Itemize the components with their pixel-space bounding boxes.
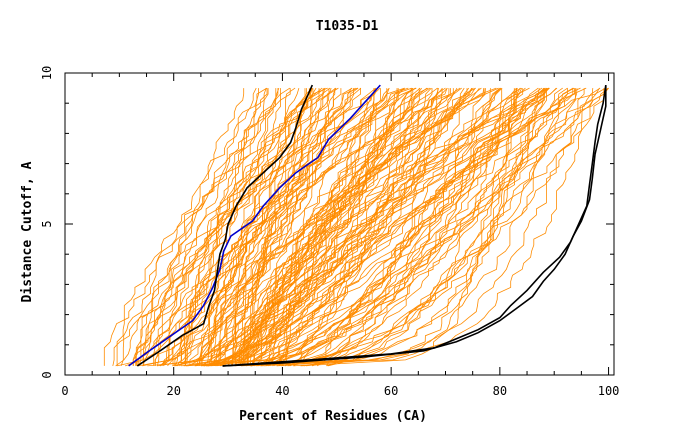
model-curve bbox=[112, 87, 313, 366]
model-curve bbox=[116, 87, 339, 366]
model-curve bbox=[276, 88, 503, 367]
x-axis: 0 20 40 60 80 100 bbox=[61, 73, 619, 398]
x-tick-label: 0 bbox=[61, 384, 68, 398]
model-curve bbox=[240, 87, 431, 366]
model-curve bbox=[316, 87, 550, 367]
model-curve bbox=[290, 87, 609, 367]
model-curve bbox=[135, 88, 291, 366]
model-curve bbox=[224, 88, 485, 366]
x-tick-label: 40 bbox=[275, 384, 289, 398]
model-curve bbox=[279, 87, 587, 366]
model-curve bbox=[208, 88, 310, 366]
model-curve bbox=[251, 88, 420, 367]
y-tick-label: 0 bbox=[40, 371, 54, 378]
model-curve bbox=[132, 87, 267, 366]
model-curve bbox=[253, 87, 476, 366]
model-curve bbox=[142, 88, 268, 367]
model-curve bbox=[186, 87, 523, 367]
model-curve bbox=[199, 87, 405, 366]
model-curve bbox=[206, 88, 594, 367]
model-curve bbox=[196, 87, 546, 366]
model-curve bbox=[241, 87, 548, 367]
x-tick-label: 80 bbox=[493, 384, 507, 398]
model-curve bbox=[201, 87, 381, 367]
model-curve bbox=[153, 88, 245, 366]
y-tick-label: 10 bbox=[40, 66, 54, 80]
x-tick-label: 20 bbox=[166, 384, 180, 398]
series-line-1 bbox=[128, 84, 381, 367]
chart-title: T1035-D1 bbox=[316, 19, 379, 34]
model-curve bbox=[175, 87, 300, 367]
y-tick-label: 5 bbox=[40, 220, 54, 227]
model-curve bbox=[159, 88, 362, 367]
model-curve bbox=[225, 88, 585, 367]
model-curve bbox=[232, 87, 606, 366]
model-curve bbox=[278, 87, 574, 367]
model-curve bbox=[185, 88, 330, 366]
model-curve bbox=[293, 87, 518, 367]
model-curve bbox=[220, 88, 575, 367]
model-curve bbox=[115, 87, 257, 367]
model-curve bbox=[266, 87, 446, 367]
y-axis-label: Distance Cutoff, A bbox=[20, 161, 35, 302]
model-curve bbox=[266, 87, 465, 367]
model-curve bbox=[154, 87, 438, 366]
background-curves bbox=[103, 87, 609, 367]
model-curve bbox=[242, 87, 458, 366]
model-curve bbox=[264, 88, 605, 367]
model-curve bbox=[174, 87, 417, 366]
model-curve bbox=[267, 87, 462, 367]
model-curve bbox=[239, 87, 543, 366]
model-curve bbox=[186, 88, 524, 367]
series-line-4 bbox=[222, 84, 607, 367]
model-curve bbox=[251, 88, 468, 366]
model-curve bbox=[260, 87, 549, 366]
model-curve bbox=[235, 87, 521, 366]
model-curve bbox=[269, 87, 548, 367]
model-curve bbox=[327, 88, 578, 367]
model-curve bbox=[250, 88, 574, 367]
model-curve bbox=[103, 88, 281, 366]
model-curve bbox=[306, 87, 563, 367]
model-curve bbox=[173, 87, 502, 367]
model-curve bbox=[222, 88, 545, 367]
model-curve bbox=[143, 87, 377, 366]
y-axis: 0 5 10 bbox=[40, 66, 614, 379]
x-tick-label: 60 bbox=[384, 384, 398, 398]
model-curve bbox=[289, 87, 601, 367]
x-tick-label: 100 bbox=[598, 384, 620, 398]
model-curve bbox=[199, 88, 486, 366]
model-curve bbox=[241, 88, 540, 366]
model-curve bbox=[208, 87, 517, 367]
model-curve bbox=[251, 87, 609, 367]
model-curve bbox=[244, 87, 557, 366]
model-curve bbox=[326, 87, 600, 367]
model-curve bbox=[281, 87, 421, 367]
series-line-2 bbox=[136, 84, 314, 367]
x-axis-label: Percent of Residues (CA) bbox=[239, 409, 427, 424]
model-curve bbox=[250, 88, 491, 367]
model-curve bbox=[284, 88, 568, 367]
model-curve bbox=[326, 87, 609, 367]
highlighted-curves bbox=[128, 84, 607, 367]
model-curve bbox=[199, 87, 409, 366]
model-curve bbox=[138, 87, 405, 367]
model-curve bbox=[120, 87, 268, 367]
model-curve bbox=[156, 87, 461, 366]
model-curve bbox=[247, 87, 522, 366]
model-curve bbox=[201, 87, 473, 366]
model-curve bbox=[184, 87, 417, 367]
model-curve bbox=[245, 88, 443, 366]
model-curve bbox=[214, 87, 332, 366]
model-curve bbox=[161, 88, 433, 367]
model-curve bbox=[231, 88, 452, 366]
model-curve bbox=[216, 87, 499, 367]
